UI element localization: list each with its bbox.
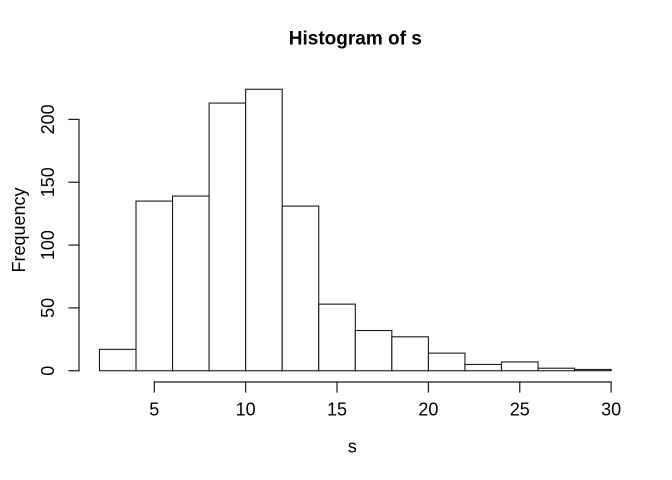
x-axis-label: s bbox=[348, 437, 357, 457]
axes-group bbox=[68, 118, 612, 393]
histogram-bar bbox=[135, 200, 174, 372]
x-tick-label: 30 bbox=[601, 400, 621, 420]
histogram-bar bbox=[500, 361, 539, 372]
histogram-bar bbox=[208, 102, 247, 372]
bars-group bbox=[98, 88, 612, 372]
x-tick-label: 15 bbox=[327, 400, 347, 420]
x-tick-label: 20 bbox=[418, 400, 438, 420]
histogram-bar bbox=[354, 329, 393, 372]
y-tick-label: 100 bbox=[38, 230, 58, 260]
y-tick-label: 150 bbox=[38, 167, 58, 197]
chart-title: Histogram of s bbox=[289, 29, 422, 50]
x-tick-label: 10 bbox=[236, 400, 256, 420]
y-tick-label: 200 bbox=[38, 104, 58, 134]
x-tick-label: 25 bbox=[510, 400, 530, 420]
histogram-bar bbox=[391, 336, 429, 372]
histogram-bar bbox=[464, 363, 503, 372]
x-tick-label: 5 bbox=[149, 400, 159, 420]
histogram-bar bbox=[98, 348, 137, 372]
histogram-bar bbox=[537, 367, 576, 372]
y-tick-label: 0 bbox=[38, 366, 58, 376]
histogram-bar bbox=[281, 205, 320, 372]
tick-labels-group: 5 10 15 20 25 30 0 50 100 150 200 bbox=[38, 104, 621, 419]
histogram-bar bbox=[574, 368, 612, 372]
histogram-bar bbox=[427, 352, 466, 372]
histogram-bar bbox=[245, 88, 283, 372]
histogram-bar bbox=[172, 195, 210, 372]
histogram-bar bbox=[318, 303, 356, 372]
y-axis-label: Frequency bbox=[9, 187, 29, 272]
y-tick-label: 50 bbox=[38, 298, 58, 318]
